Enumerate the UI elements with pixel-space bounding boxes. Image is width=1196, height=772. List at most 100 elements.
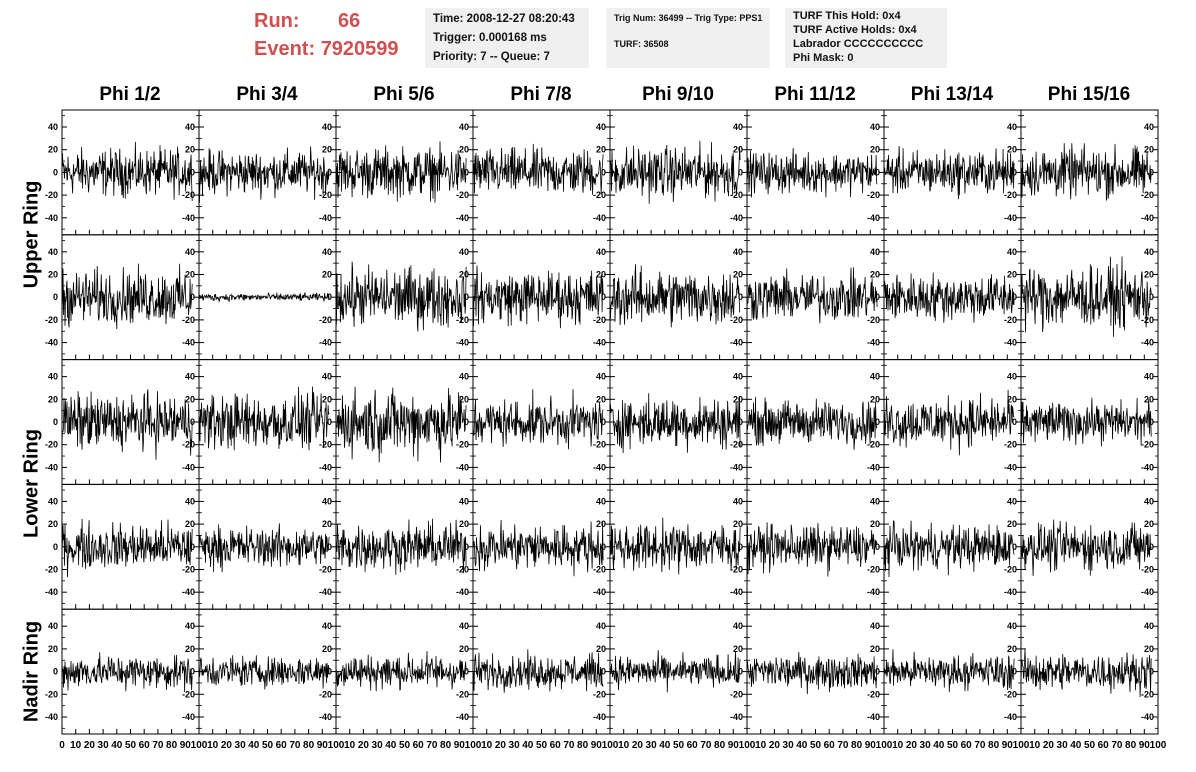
y-tick-label: 0 — [738, 667, 743, 677]
waveform-trace — [1020, 649, 1152, 698]
y-tick-label: -40 — [1141, 213, 1154, 223]
y-tick-label: -40 — [730, 338, 743, 348]
x-tick-label: 80 — [714, 740, 726, 751]
y-tick-label: 0 — [190, 542, 195, 552]
y-tick-label: 40 — [48, 247, 58, 257]
y-tick-label: 0 — [601, 667, 606, 677]
x-tick-label: 60 — [961, 740, 973, 751]
y-tick-label: 20 — [185, 519, 195, 529]
waveform-trace — [472, 143, 604, 195]
y-tick-label: -20 — [730, 440, 743, 450]
phi-header: Phi 11/12 — [774, 84, 856, 105]
waveform-trace — [61, 652, 193, 693]
y-tick-label: 20 — [322, 270, 332, 280]
y-tick-label: 40 — [1144, 122, 1154, 132]
x-tick-label: 70 — [152, 740, 164, 751]
info-box-time: Time: 2008-12-27 08:20:43 Trigger: 0.000… — [425, 8, 589, 68]
y-tick-label: 20 — [733, 394, 743, 404]
y-tick-label: -20 — [45, 315, 58, 325]
phi-header: Phi 13/14 — [910, 84, 994, 105]
y-tick-label: -20 — [1004, 564, 1017, 574]
y-tick-label: 0 — [327, 667, 332, 677]
x-tick-label: 10 — [618, 740, 630, 751]
y-tick-label: -20 — [867, 315, 880, 325]
y-tick-label: -40 — [182, 712, 195, 722]
y-tick-label: 0 — [1149, 417, 1154, 427]
y-tick-label: -40 — [319, 587, 332, 597]
y-tick-label: 40 — [322, 621, 332, 631]
waveform-trace — [883, 649, 1015, 693]
y-tick-label: -20 — [867, 564, 880, 574]
y-tick-label: 40 — [322, 247, 332, 257]
waveform-trace — [335, 651, 467, 692]
y-tick-label: 40 — [1007, 496, 1017, 506]
y-tick-label: -20 — [593, 440, 606, 450]
waveform-trace — [472, 389, 604, 450]
y-tick-label: -40 — [45, 213, 58, 223]
y-tick-label: -20 — [45, 564, 58, 574]
run-label-text: Run: — [254, 10, 300, 32]
y-tick-label: -20 — [45, 689, 58, 699]
phi-header: Phi 15/16 — [1047, 84, 1131, 105]
y-tick-label: -40 — [1141, 587, 1154, 597]
y-tick-label: -20 — [319, 315, 332, 325]
y-tick-label: -40 — [456, 587, 469, 597]
y-tick-label: -20 — [182, 440, 195, 450]
y-tick-label: 0 — [601, 292, 606, 302]
y-tick-label: 0 — [1012, 417, 1017, 427]
y-tick-label: 0 — [601, 167, 606, 177]
phi-header: Phi 5/6 — [373, 84, 435, 105]
y-tick-label: 0 — [738, 417, 743, 427]
waveform-trace — [883, 272, 1015, 323]
x-tick-label: 20 — [906, 740, 918, 751]
y-tick-label: -40 — [1004, 712, 1017, 722]
y-tick-label: 40 — [322, 496, 332, 506]
x-tick-label: 80 — [166, 740, 178, 751]
y-tick-label: 20 — [459, 394, 469, 404]
y-tick-label: 20 — [48, 145, 58, 155]
y-tick-label: -20 — [730, 689, 743, 699]
info-turf: TURF: 36508 — [614, 39, 669, 49]
y-tick-label: 0 — [875, 542, 880, 552]
y-tick-label: -20 — [456, 564, 469, 574]
x-tick-label: 20 — [84, 740, 96, 751]
y-tick-label: 0 — [53, 667, 58, 677]
x-tick-label: 90 — [317, 740, 329, 751]
x-tick-label: 30 — [1057, 740, 1069, 751]
y-tick-label: 20 — [870, 644, 880, 654]
y-tick-label: 20 — [596, 644, 606, 654]
x-tick-label: 100 — [602, 740, 619, 751]
x-tick-label: 40 — [1070, 740, 1082, 751]
y-tick-label: -20 — [867, 440, 880, 450]
y-tick-label: 0 — [190, 167, 195, 177]
y-tick-label: 20 — [459, 644, 469, 654]
x-tick-label: 20 — [1043, 740, 1055, 751]
x-tick-label: 40 — [111, 740, 123, 751]
x-tick-label: 0 — [59, 740, 65, 751]
y-tick-label: -20 — [319, 440, 332, 450]
waveform-trace — [335, 386, 467, 463]
y-tick-label: 40 — [185, 372, 195, 382]
y-tick-label: 0 — [464, 667, 469, 677]
y-tick-label: -20 — [1141, 190, 1154, 200]
y-tick-label: -20 — [456, 440, 469, 450]
y-tick-label: 40 — [185, 247, 195, 257]
y-tick-label: 40 — [1007, 621, 1017, 631]
info-trig-num: Trig Num: 36499 -- Trig Type: PPS1 — [614, 13, 763, 23]
phi-header: Phi 3/4 — [236, 84, 298, 105]
y-tick-label: -20 — [182, 190, 195, 200]
waveform-trace — [472, 649, 604, 693]
y-tick-label: 20 — [48, 270, 58, 280]
y-tick-label: 40 — [459, 122, 469, 132]
waveform-trace — [746, 522, 878, 577]
y-tick-label: -40 — [1141, 712, 1154, 722]
y-tick-label: -20 — [593, 190, 606, 200]
waveform-trace — [335, 141, 467, 203]
y-tick-label: 20 — [322, 644, 332, 654]
y-tick-label: 40 — [48, 621, 58, 631]
y-tick-label: 20 — [733, 270, 743, 280]
waveform-trace — [1020, 256, 1152, 337]
x-tick-label: 80 — [988, 740, 1000, 751]
x-tick-label: 80 — [851, 740, 863, 751]
y-tick-label: -40 — [1004, 213, 1017, 223]
